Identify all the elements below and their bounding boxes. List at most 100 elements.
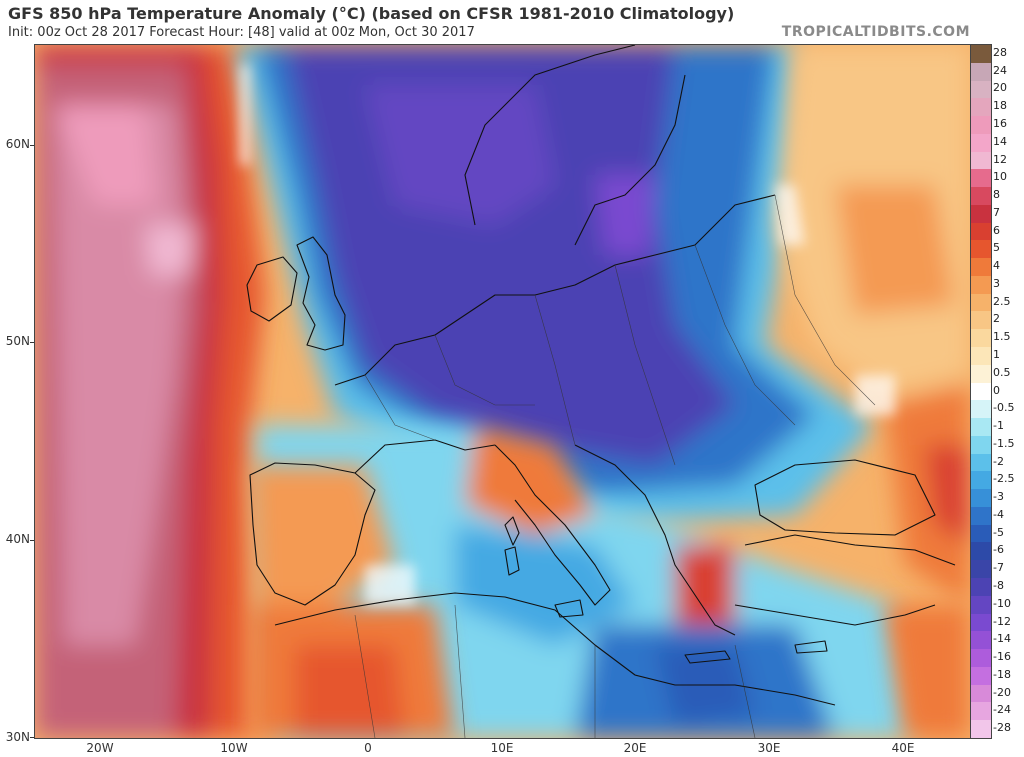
color-scale-swatch [971, 151, 991, 170]
lat-tick [30, 145, 34, 146]
color-scale-label: -2.5 [993, 472, 1015, 485]
lat-tick [30, 540, 34, 541]
color-scale-swatch [971, 702, 991, 721]
color-scale-swatch [971, 418, 991, 436]
anomaly-map [34, 44, 971, 739]
color-scale-label: 6 [993, 224, 1000, 237]
color-scale-label: -1 [993, 419, 1004, 432]
color-scale-swatch [971, 258, 991, 276]
color-scale-label: 16 [993, 117, 1007, 130]
color-scale-label: 14 [993, 135, 1007, 148]
lon-label-20w: 20W [86, 741, 114, 755]
brand-watermark: TROPICALTIDBITS.COM [781, 24, 970, 40]
color-scale-label: -16 [993, 650, 1011, 663]
color-scale-swatch [971, 222, 991, 241]
color-scale-label: -20 [993, 686, 1011, 699]
color-scale-swatch [971, 631, 991, 650]
color-scale-swatch [971, 62, 991, 81]
color-scale-labels: 28 24 20 18 16 14 12 10 8 7 6 5 4 3 2.5 2 1.5 1 0.5 0 -0.5 -1… [993, 44, 1023, 737]
color-scale-label: 2.5 [993, 295, 1011, 308]
anomaly-field-image [35, 45, 970, 738]
color-scale-label: -18 [993, 668, 1011, 681]
color-scale-swatch [971, 329, 991, 348]
color-scale-label: 2 [993, 312, 1000, 325]
color-scale-label: 10 [993, 170, 1007, 183]
map-title: GFS 850 hPa Temperature Anomaly (°C) (ba… [8, 4, 735, 23]
color-scale-label: 0 [993, 384, 1000, 397]
color-scale-swatch [971, 613, 991, 632]
color-scale-label: 8 [993, 188, 1000, 201]
lat-label-40n: 40N [5, 532, 30, 546]
color-scale-swatch [971, 240, 991, 259]
color-scale-label: -8 [993, 579, 1004, 592]
color-scale-swatch [971, 98, 991, 117]
color-scale [970, 44, 992, 739]
color-scale-swatch [971, 684, 991, 703]
lat-tick [30, 342, 34, 343]
color-scale-swatch [971, 311, 991, 330]
color-scale-swatch [971, 169, 991, 188]
lat-label-60n: 60N [5, 137, 30, 151]
lon-label-30e: 30E [757, 741, 781, 755]
lon-label-20e: 20E [623, 741, 647, 755]
color-scale-label: 1 [993, 348, 1000, 361]
color-scale-swatch [971, 293, 991, 312]
color-scale-label: 28 [993, 46, 1007, 59]
lon-label-40e: 40E [891, 741, 915, 755]
color-scale-swatch [971, 400, 991, 419]
color-scale-label: -3 [993, 490, 1004, 503]
color-scale-swatch [971, 187, 991, 205]
color-scale-label: 5 [993, 241, 1000, 254]
lat-label-50n: 50N [5, 334, 30, 348]
color-scale-swatch [971, 435, 991, 454]
color-scale-swatch [971, 666, 991, 685]
color-scale-swatch [971, 275, 991, 294]
color-scale-swatch [971, 506, 991, 525]
color-scale-swatch [971, 524, 991, 543]
color-scale-swatch [971, 364, 991, 383]
color-scale-label: 18 [993, 99, 1007, 112]
color-scale-label: 24 [993, 64, 1007, 77]
color-scale-swatch [971, 560, 991, 578]
color-scale-label: 3 [993, 277, 1000, 290]
color-scale-label: -4 [993, 508, 1004, 521]
color-scale-swatch [971, 347, 991, 365]
color-scale-swatch [971, 595, 991, 614]
color-scale-swatch [971, 80, 991, 99]
color-scale-label: -24 [993, 703, 1011, 716]
color-scale-swatch [971, 382, 991, 401]
color-scale-label: 1.5 [993, 330, 1011, 343]
color-scale-swatch [971, 45, 991, 63]
color-scale-label: 7 [993, 206, 1000, 219]
color-scale-label: 12 [993, 153, 1007, 166]
color-scale-swatch [971, 116, 991, 134]
color-scale-swatch [971, 471, 991, 490]
color-scale-label: -6 [993, 543, 1004, 556]
lon-label-10w: 10W [220, 741, 248, 755]
color-scale-swatch [971, 649, 991, 667]
color-scale-label: 4 [993, 259, 1000, 272]
color-scale-label: -5 [993, 526, 1004, 539]
color-scale-label: -1.5 [993, 437, 1015, 450]
color-scale-label: -14 [993, 632, 1011, 645]
color-scale-label: -0.5 [993, 401, 1015, 414]
lon-label-0: 0 [364, 741, 372, 755]
color-scale-label: -2 [993, 455, 1004, 468]
color-scale-swatch [971, 720, 991, 738]
color-scale-swatch [971, 453, 991, 472]
color-scale-label: 20 [993, 81, 1007, 94]
color-scale-swatch [971, 133, 991, 152]
color-scale-label: -12 [993, 615, 1011, 628]
color-scale-label: -7 [993, 561, 1004, 574]
forecast-info: Init: 00z Oct 28 2017 Forecast Hour: [48… [8, 25, 475, 40]
color-scale-swatch [971, 542, 991, 561]
color-scale-label: -10 [993, 597, 1011, 610]
color-scale-label: -28 [993, 721, 1011, 734]
color-scale-swatch [971, 204, 991, 223]
color-scale-label: 0.5 [993, 366, 1011, 379]
lon-label-10e: 10E [490, 741, 514, 755]
lat-tick [30, 737, 34, 738]
color-scale-swatch [971, 577, 991, 596]
lat-label-30n: 30N [5, 730, 30, 744]
color-scale-swatch [971, 489, 991, 507]
